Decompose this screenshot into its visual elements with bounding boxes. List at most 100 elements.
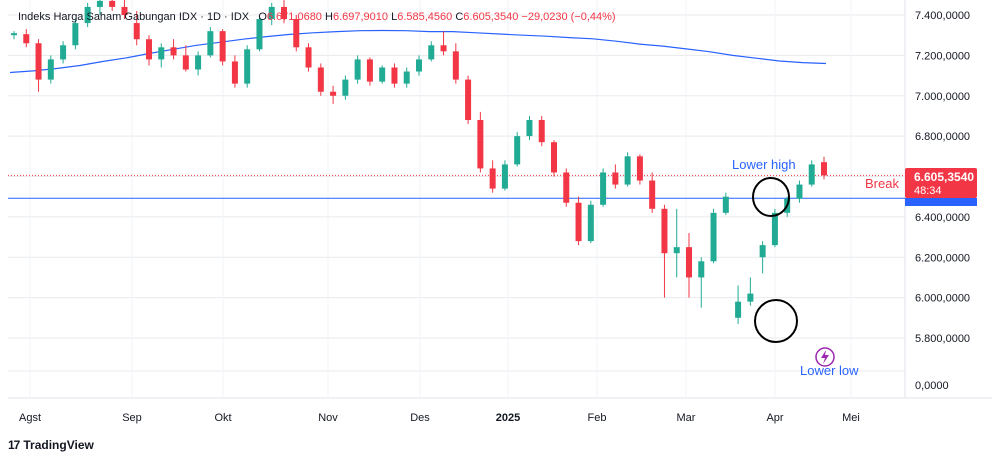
brand-name: TradingView [23, 438, 94, 452]
chart-area[interactable]: 7.400,0000 7.200,0000 7.000,0000 6.800,0000… [0, 0, 992, 430]
x-tick-label: Mei [842, 412, 860, 424]
x-tick-label: Apr [766, 412, 783, 424]
lightning-icon [821, 350, 829, 364]
candle-body [452, 51, 459, 80]
candle-body [207, 31, 214, 56]
high-value: 6.697,9010 [332, 11, 389, 23]
candle-body [514, 136, 521, 165]
y-tick-label: 6.400,0000 [915, 212, 970, 224]
break-level-tag [905, 198, 977, 206]
candle-body [428, 45, 435, 60]
lower-low-circle [754, 299, 798, 343]
candle-body [305, 47, 312, 68]
x-tick-label: Des [410, 412, 430, 424]
candle-body [538, 119, 545, 143]
candle-body [403, 71, 410, 84]
y-tick-label: 7.000,0000 [915, 91, 970, 103]
tradingview-logo-icon: 17 [8, 438, 20, 452]
candle-body [526, 119, 533, 137]
candle-body [133, 23, 140, 40]
candle-body [391, 67, 398, 84]
low-label: L [391, 11, 398, 23]
candle-body [158, 47, 165, 60]
candle-body [575, 202, 582, 242]
candle-body [256, 19, 263, 50]
candle-body [465, 79, 472, 120]
low-value: 6.585,4560 [397, 11, 453, 23]
candle-body [281, 6, 287, 20]
candle-body [96, 0, 103, 7]
price-chart[interactable]: 7.400,0000 7.200,0000 7.000,0000 6.800,0000… [0, 0, 992, 430]
candle-body [330, 91, 337, 96]
candle-body [182, 55, 189, 70]
candle-body [489, 168, 496, 189]
candle-body [440, 45, 447, 52]
candle-body [244, 49, 251, 84]
y-tick-label: 0,0000 [915, 380, 949, 392]
candle-body [366, 59, 373, 82]
lower-low-annotation: Lower low [800, 363, 859, 378]
candle-body [317, 67, 324, 92]
candle-body [47, 59, 54, 80]
candle-body [796, 184, 803, 199]
lower-high-circle [752, 177, 790, 217]
candle-body [808, 164, 815, 185]
candle-body [477, 119, 484, 169]
candle-body [146, 39, 152, 60]
candle-body [747, 293, 754, 302]
candle-body [612, 172, 619, 185]
close-label: C [455, 11, 464, 23]
candle-body [735, 301, 742, 318]
candle-body [600, 172, 607, 205]
candle-body [649, 180, 656, 209]
candle-body [231, 61, 238, 84]
candle-body [563, 172, 570, 203]
open-label: O [258, 11, 267, 23]
x-tick-label: Agst [19, 412, 41, 424]
candle-body [821, 162, 827, 176]
candle-body [698, 261, 705, 278]
candle-body [636, 156, 643, 181]
y-tick-label: 5.800,0000 [915, 333, 970, 345]
tradingview-footer[interactable]: 17 TradingView [8, 438, 94, 452]
countdown-label: 48:34 [914, 185, 942, 197]
break-annotation: Break [865, 176, 899, 191]
open-value: 6.671,0680 [266, 11, 322, 23]
candle-body [342, 79, 349, 96]
ohlc-header: Indeks Harga Saham Gabungan IDX · 1D · I… [18, 11, 616, 23]
candle-body [195, 55, 202, 70]
y-tick-label: 6.000,0000 [915, 293, 970, 305]
candle-body [379, 67, 386, 82]
candle-body [23, 34, 30, 44]
candle-body [35, 43, 42, 80]
candle-body [661, 208, 668, 254]
candle-body [710, 212, 717, 262]
y-tick-label: 6.800,0000 [915, 131, 970, 143]
candle-body [72, 23, 79, 46]
x-tick-label: Sep [122, 412, 142, 424]
candle-body [354, 59, 361, 80]
change-value: −29,0230 (−0,44%) [521, 11, 616, 23]
high-label: H [325, 11, 333, 23]
candle-body [170, 47, 177, 56]
candle-body [673, 247, 680, 254]
y-tick-label: 7.400,0000 [915, 10, 970, 22]
symbol-title: Indeks Harga Saham Gabungan IDX · 1D · I… [18, 11, 250, 23]
candle-body [109, 0, 116, 7]
candle-body [84, 6, 91, 24]
x-tick-label: Nov [318, 412, 338, 424]
y-tick-label: 7.200,0000 [915, 50, 970, 62]
candle-body [587, 204, 594, 242]
candle-body [219, 31, 226, 62]
x-tick-label: 2025 [496, 412, 520, 424]
candle-body [416, 59, 422, 72]
candle-body [268, 6, 275, 20]
candle-body [624, 156, 631, 185]
candle-body [501, 164, 508, 189]
x-tick-label: Mar [677, 412, 696, 424]
candle-body [722, 196, 729, 213]
candle-body [293, 19, 300, 48]
x-tick-label: Okt [214, 412, 231, 424]
y-tick-label: 6.200,0000 [915, 252, 970, 264]
candle-body [759, 245, 766, 258]
